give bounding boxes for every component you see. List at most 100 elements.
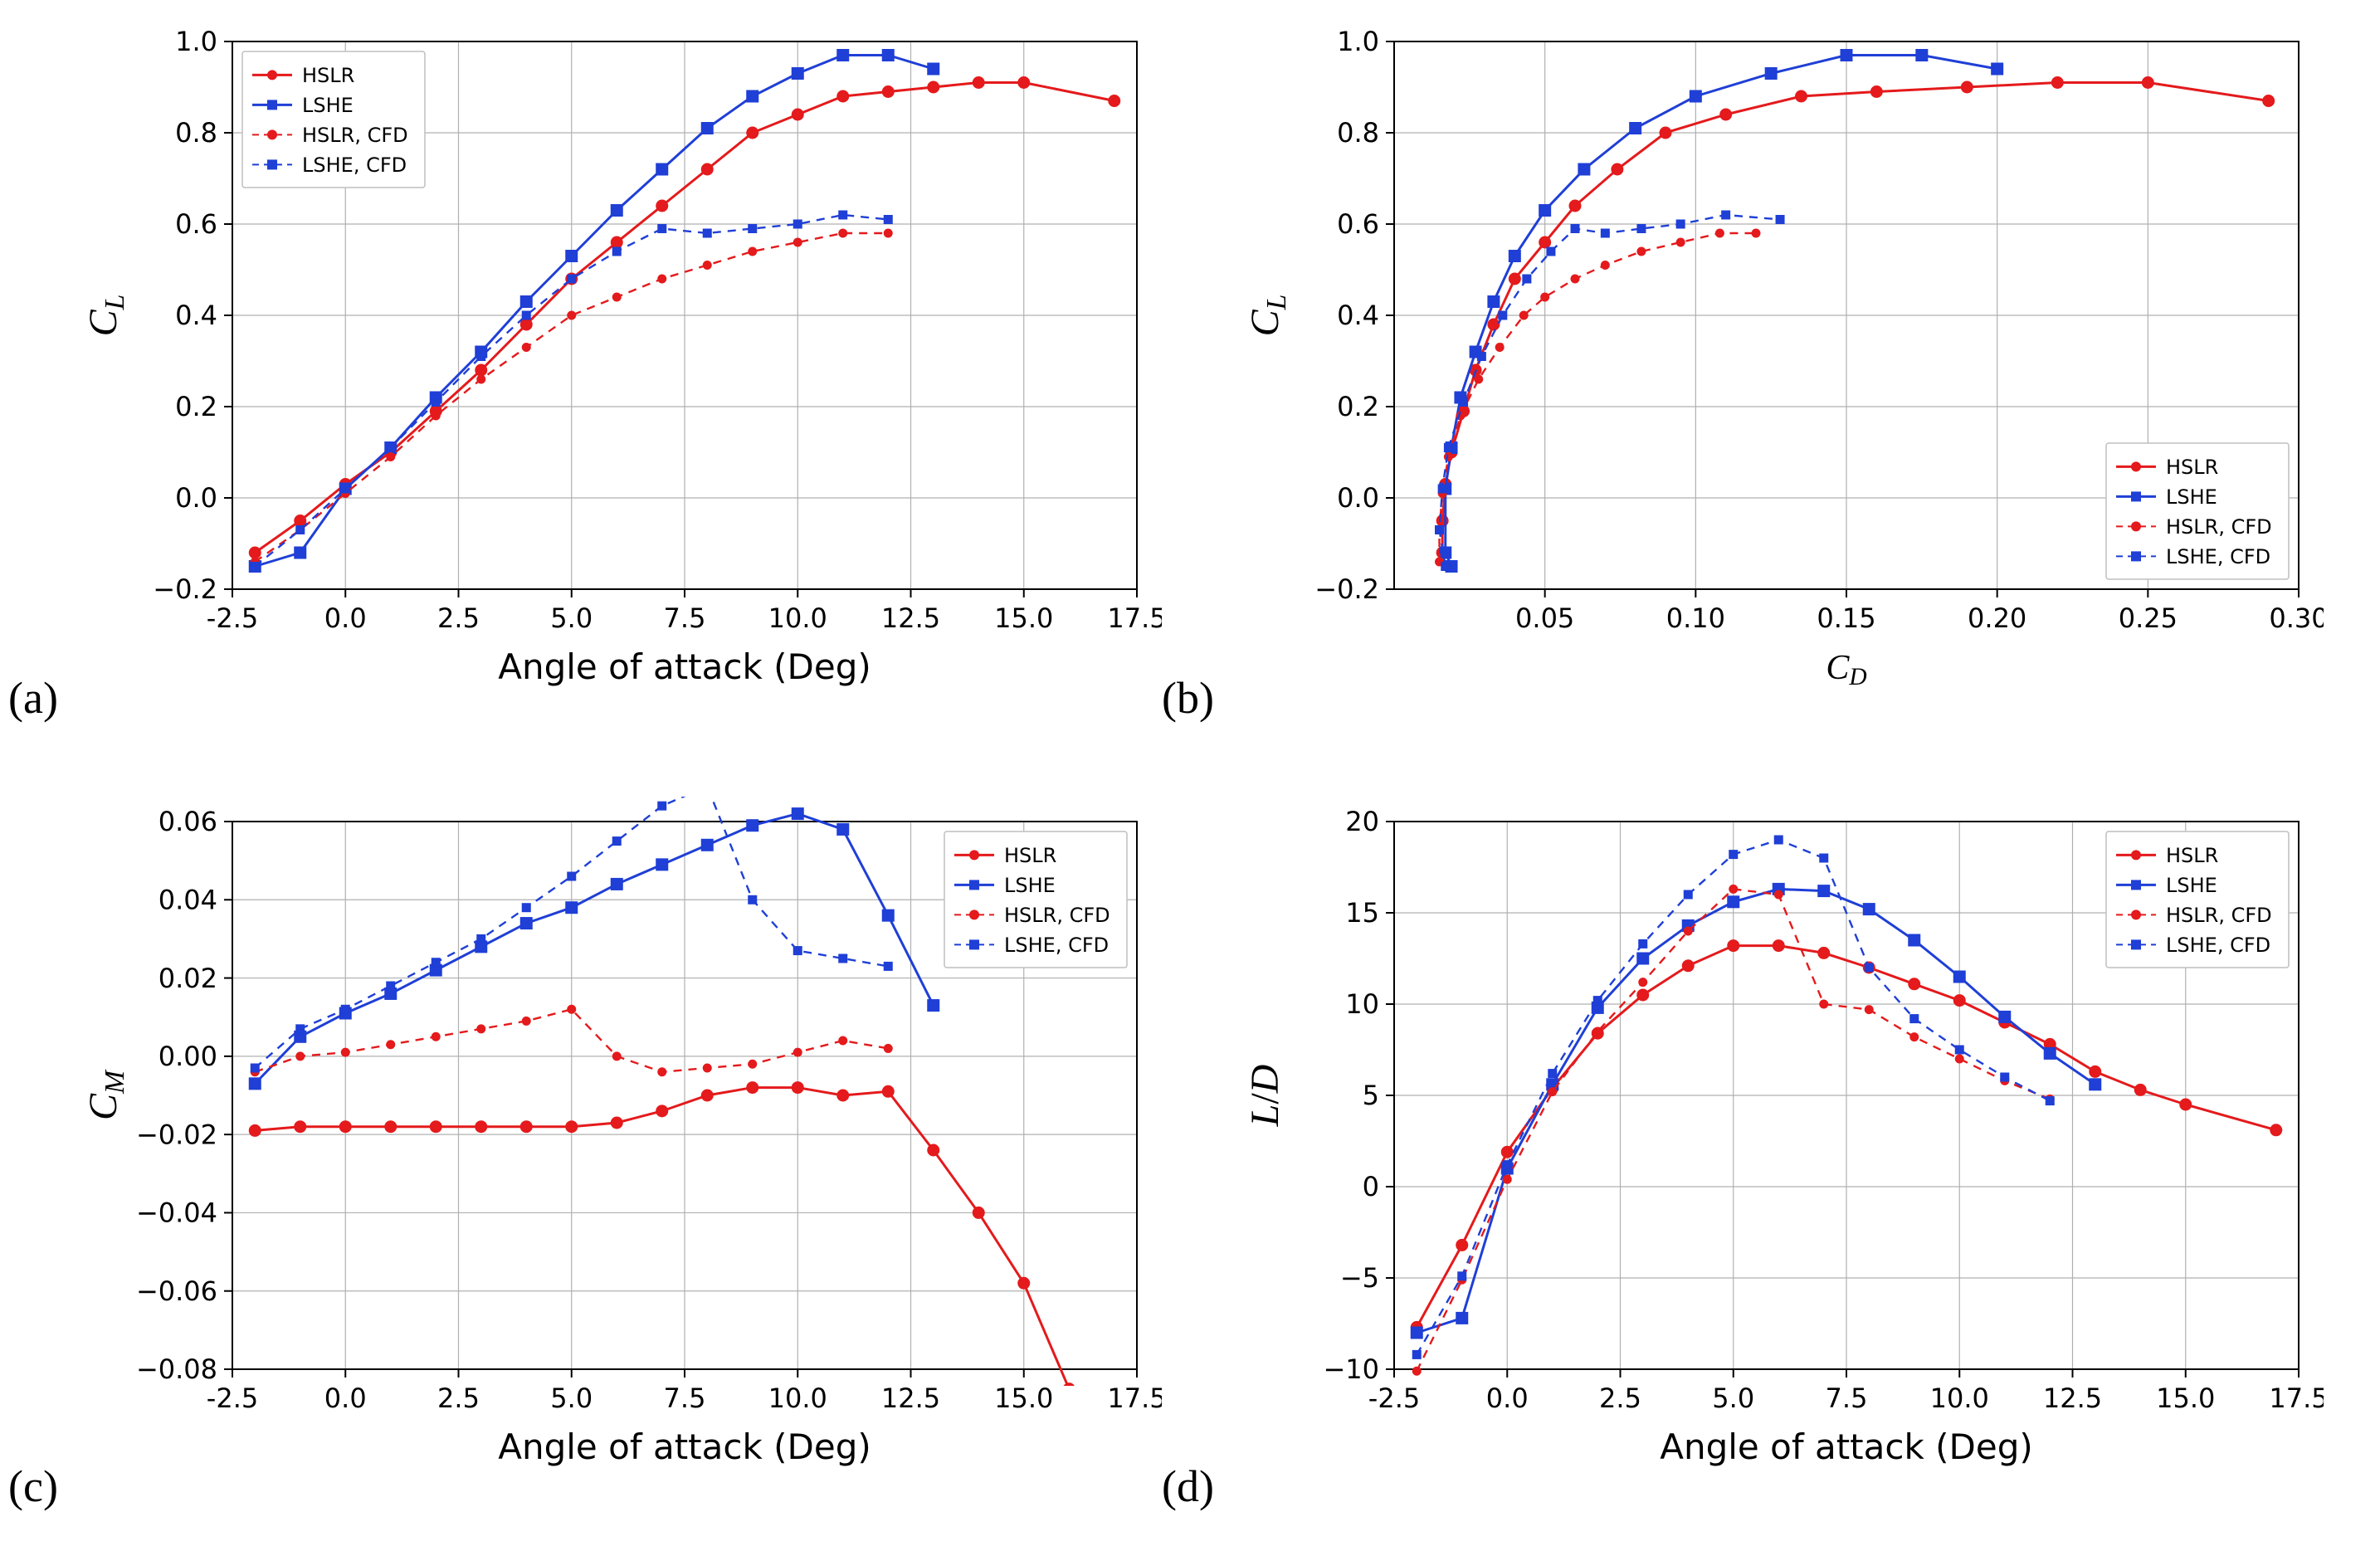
marker	[1578, 163, 1590, 175]
xtick-label: 0.0	[324, 1383, 367, 1414]
marker	[520, 918, 532, 929]
xtick-label: 10.0	[1930, 1383, 1989, 1414]
marker	[1593, 997, 1602, 1005]
marker	[701, 123, 713, 134]
marker	[656, 163, 668, 175]
marker	[387, 1041, 395, 1049]
marker	[1488, 319, 1500, 330]
ytick-label: −0.04	[136, 1197, 217, 1229]
marker	[1774, 836, 1783, 844]
marker	[1676, 238, 1685, 246]
marker	[1018, 77, 1030, 89]
marker	[387, 453, 395, 461]
marker	[2090, 1079, 2101, 1090]
marker	[1684, 890, 1692, 899]
xtick-label: 0.15	[1817, 602, 1875, 634]
legend: HSLRLSHEHSLR, CFDLSHE, CFD	[944, 831, 1127, 968]
marker	[656, 200, 668, 212]
marker	[1411, 1327, 1422, 1339]
marker	[701, 163, 713, 175]
marker	[793, 238, 802, 246]
xtick-label: 2.5	[437, 1383, 480, 1414]
marker	[839, 229, 847, 237]
marker	[1752, 229, 1760, 237]
marker	[1818, 947, 1830, 958]
marker	[432, 412, 440, 420]
marker	[884, 962, 892, 970]
marker	[1690, 90, 1701, 102]
marker	[476, 364, 487, 376]
xtick-label: 0.30	[2269, 602, 2324, 634]
legend-label: LSHE, CFD	[1004, 934, 1109, 957]
marker	[522, 904, 530, 912]
marker	[2263, 95, 2275, 107]
marker	[1916, 50, 1928, 61]
legend-label: LSHE	[302, 94, 354, 117]
marker	[477, 353, 485, 361]
ytick-label: 0.0	[1337, 482, 1379, 514]
ytick-label: 0.2	[1337, 391, 1379, 422]
marker	[477, 934, 485, 943]
marker	[612, 247, 621, 256]
marker	[387, 444, 395, 452]
marker	[1571, 275, 1579, 283]
chart-svg-b: 0.050.100.150.200.250.30−0.20.00.20.40.6…	[1245, 17, 2324, 714]
legend-label: HSLR	[302, 64, 354, 87]
marker	[522, 311, 530, 319]
marker	[839, 954, 847, 963]
marker	[749, 225, 757, 233]
panel-label-d: (d)	[1162, 1461, 1214, 1512]
marker	[1820, 854, 1828, 862]
xtick-label: 5.0	[550, 602, 593, 634]
legend-label: HSLR, CFD	[2166, 904, 2272, 927]
marker	[1109, 95, 1120, 107]
marker	[658, 225, 666, 233]
xtick-label: 17.5	[2269, 1383, 2324, 1414]
marker	[2142, 77, 2153, 89]
marker	[1509, 251, 1520, 262]
ytick-label: 20	[1345, 806, 1379, 837]
xtick-label: 15.0	[994, 1383, 1053, 1414]
xtick-label: 0.05	[1515, 602, 1574, 634]
marker	[1488, 296, 1500, 308]
xtick-label: 12.5	[881, 1383, 940, 1414]
xtick-label: 17.5	[1107, 1383, 1162, 1414]
marker	[1412, 1350, 1421, 1358]
marker	[1440, 547, 1451, 558]
marker	[612, 1052, 621, 1061]
marker	[656, 1105, 668, 1117]
legend-label: HSLR, CFD	[2166, 515, 2272, 539]
marker	[1412, 1367, 1421, 1375]
legend-label: HSLR	[2166, 456, 2218, 479]
legend: HSLRLSHEHSLR, CFDLSHE, CFD	[2106, 443, 2289, 579]
marker	[1456, 1239, 1468, 1251]
ytick-label: 0.06	[159, 806, 217, 837]
marker	[251, 563, 259, 571]
xtick-label: 10.0	[768, 1383, 827, 1414]
marker	[749, 1060, 757, 1068]
legend: HSLRLSHEHSLR, CFDLSHE, CFD	[242, 51, 425, 188]
marker	[793, 1048, 802, 1056]
marker	[928, 1000, 939, 1012]
marker	[566, 1121, 578, 1133]
marker	[2134, 1084, 2146, 1095]
ytick-label: 0.4	[1337, 300, 1379, 331]
marker	[1503, 1175, 1511, 1183]
xtick-label: 0.10	[1666, 602, 1725, 634]
marker	[1776, 216, 1784, 224]
legend-label: LSHE	[2166, 874, 2217, 897]
marker	[2046, 1097, 2054, 1105]
marker	[1612, 163, 1623, 175]
marker	[611, 205, 622, 217]
marker	[430, 1121, 441, 1133]
marker	[1729, 885, 1738, 893]
marker	[973, 77, 984, 89]
marker	[1456, 1312, 1468, 1324]
marker	[1509, 273, 1520, 285]
marker	[611, 237, 622, 248]
marker	[568, 275, 576, 283]
marker	[1774, 890, 1783, 899]
legend-label: HSLR, CFD	[302, 124, 408, 147]
xtick-label: 15.0	[994, 602, 1053, 634]
marker	[1728, 896, 1739, 908]
